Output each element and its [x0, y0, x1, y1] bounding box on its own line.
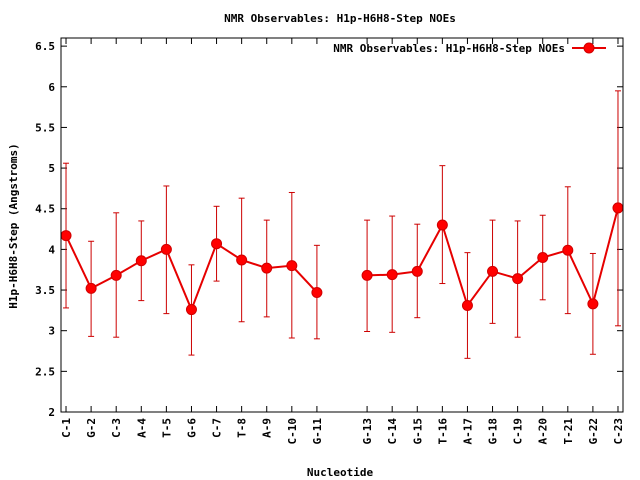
y-tick-label: 5 — [48, 162, 55, 175]
data-point — [286, 260, 298, 272]
data-point — [361, 269, 373, 281]
data-point — [487, 265, 499, 277]
y-axis: 2 2.5 3 3.5 4 4.5 5 5.5 6 6.5 — [35, 40, 623, 419]
y-tick-label: 6.5 — [35, 40, 55, 53]
data-point — [60, 230, 72, 242]
data-point — [386, 269, 398, 281]
y-tick-label: 5.5 — [35, 121, 55, 134]
legend-marker — [583, 42, 595, 54]
data-point — [261, 262, 273, 274]
y-tick-label: 3 — [48, 325, 55, 338]
x-tick-label: G-11 — [311, 418, 324, 445]
x-tick-label: T-21 — [562, 418, 575, 445]
y-tick-label: 2.5 — [35, 365, 55, 378]
data-point — [537, 252, 549, 264]
error-bars — [63, 90, 621, 359]
data-point — [311, 286, 323, 298]
data-point — [411, 265, 423, 277]
data-point — [211, 238, 223, 250]
data-point — [512, 273, 524, 285]
y-tick-label: 2 — [48, 406, 55, 419]
data-point — [461, 299, 473, 311]
y-tick-label: 4 — [48, 243, 55, 256]
legend: NMR Observables: H1p-H6H8-Step NOEs — [333, 42, 606, 55]
x-tick-label: C-19 — [512, 418, 525, 445]
x-axis-label: Nucleotide — [307, 466, 374, 479]
y-tick-label: 3.5 — [35, 284, 55, 297]
data-point — [587, 298, 599, 310]
x-tick-label: C-3 — [110, 418, 123, 438]
x-tick-label: C-14 — [386, 418, 399, 445]
x-tick-label: A-20 — [537, 418, 550, 445]
x-axis: C-1 G-2 C-3 A-4 T-5 G-6 C-7 T-8 A-9 C-10 G-11 G-13 C… — [60, 38, 625, 445]
y-axis-label: H1p-H6H8-Step (Angstroms) — [7, 143, 20, 309]
x-tick-label: A-17 — [461, 418, 474, 445]
data-point — [85, 282, 97, 294]
data-point — [135, 255, 147, 267]
y-tick-label: 6 — [48, 81, 55, 94]
legend-label: NMR Observables: H1p-H6H8-Step NOEs — [333, 42, 565, 55]
x-tick-label: G-22 — [587, 418, 600, 445]
y-tick-label: 4.5 — [35, 203, 55, 216]
x-tick-label: C-23 — [612, 418, 625, 445]
data-point — [160, 243, 172, 255]
x-tick-label: C-10 — [286, 418, 299, 445]
data-point — [110, 269, 122, 281]
x-tick-label: G-13 — [361, 418, 374, 445]
x-tick-label: T-5 — [160, 418, 173, 438]
x-tick-label: G-6 — [185, 418, 198, 438]
x-tick-label: A-9 — [261, 418, 274, 438]
chart-title: NMR Observables: H1p-H6H8-Step NOEs — [224, 12, 456, 25]
data-point — [185, 304, 197, 316]
x-tick-label: T-16 — [436, 418, 449, 445]
x-tick-label: G-15 — [411, 418, 424, 445]
x-tick-label: G-2 — [85, 418, 98, 438]
data-points — [60, 202, 624, 316]
series-lines — [65, 207, 619, 313]
x-tick-label: G-18 — [487, 418, 500, 445]
plot-frame — [60, 37, 624, 413]
x-tick-label: T-8 — [236, 418, 249, 438]
data-point — [436, 219, 448, 231]
x-tick-label: C-7 — [211, 418, 224, 438]
x-tick-label: C-1 — [60, 418, 73, 438]
data-point — [612, 202, 624, 214]
data-point — [562, 244, 574, 256]
x-tick-label: A-4 — [135, 418, 148, 438]
data-point — [236, 254, 248, 266]
